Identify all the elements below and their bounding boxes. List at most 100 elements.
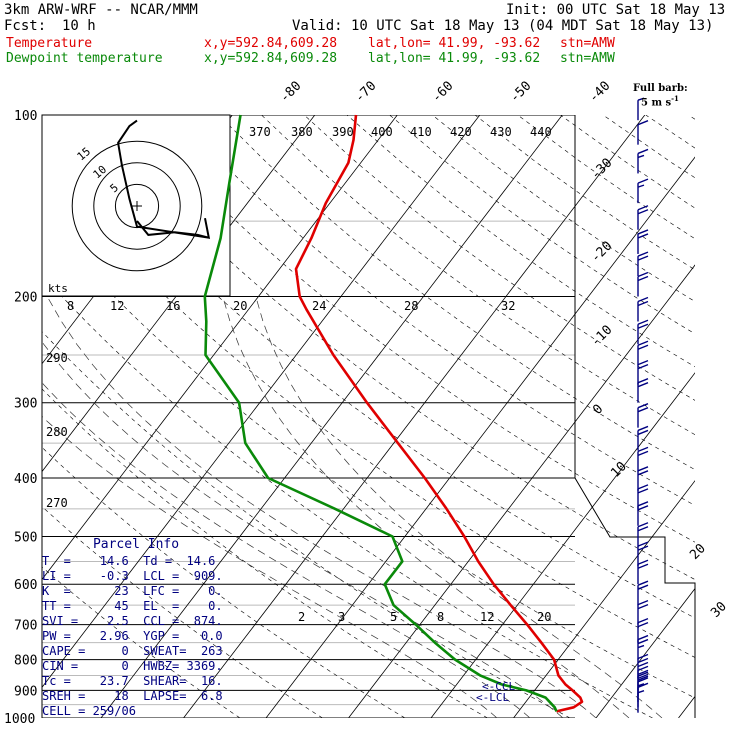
dry-adiabat-line bbox=[218, 115, 695, 471]
wind-barb-half-flag bbox=[637, 154, 645, 159]
wind-barb bbox=[637, 340, 649, 366]
wind-barb-flag bbox=[637, 255, 649, 261]
wind-speed-label: 20 bbox=[233, 299, 247, 313]
wind-barb-half-flag bbox=[637, 683, 645, 687]
parcel-row: T = 14.6 Td = 14.6 bbox=[42, 554, 216, 568]
wind-barb-flag bbox=[637, 618, 649, 624]
wind-barb-flag bbox=[637, 363, 649, 370]
parcel-row: CAPE = 0 SWEAT= 263 bbox=[42, 644, 223, 658]
wind-barb-flag bbox=[637, 205, 649, 211]
wind-barb-flag bbox=[637, 526, 649, 532]
isotherm-line bbox=[595, 587, 695, 718]
wind-barb-flag bbox=[637, 484, 649, 490]
dry-adiabat-line bbox=[47, 115, 695, 619]
wind-barb bbox=[637, 205, 649, 230]
wind-barb-flag bbox=[637, 657, 649, 664]
dry-adiabat-label: 290 bbox=[46, 351, 68, 365]
parcel-row: CIN = 0 HWBZ= 3369. bbox=[42, 659, 223, 673]
wind-barb-flag bbox=[637, 120, 649, 126]
wind-barb bbox=[637, 403, 649, 428]
wind-barb-flag bbox=[637, 378, 649, 384]
isotherm-label: -30 bbox=[588, 156, 615, 183]
mixing-ratio-label: 8 bbox=[437, 610, 444, 624]
pressure-tick-label: 400 bbox=[14, 472, 37, 487]
dry-adiabat-line bbox=[389, 115, 695, 335]
ccl-annotation: <-CCL bbox=[482, 680, 515, 693]
wind-barb bbox=[637, 296, 649, 322]
wind-barb-flag bbox=[637, 403, 649, 409]
wind-barb-flag bbox=[637, 319, 649, 325]
wind-barb-flag bbox=[637, 622, 649, 628]
hodograph-ring bbox=[93, 162, 181, 250]
dry-adiabat-line bbox=[42, 274, 653, 718]
valid-time: Valid: 10 UTC Sat 18 May 13 (04 MDT Sat … bbox=[292, 18, 714, 34]
moist-adiabat-line bbox=[46, 296, 597, 718]
isotherm-line bbox=[348, 264, 695, 718]
dry-adiabat-line bbox=[303, 115, 695, 401]
wind-barb-half-flag bbox=[637, 97, 645, 101]
wind-barb bbox=[637, 359, 649, 385]
wind-barb bbox=[637, 229, 649, 254]
moist-adiabat-line bbox=[42, 382, 531, 718]
chart-series bbox=[203, 114, 584, 713]
wind-barb bbox=[637, 677, 649, 702]
wind-barb bbox=[637, 251, 649, 277]
forecast-hours: 10 h bbox=[62, 18, 96, 34]
wind-barb-flag bbox=[637, 296, 649, 303]
hodograph-ring bbox=[71, 140, 203, 272]
wind-barb-flag bbox=[637, 671, 649, 677]
header: 3km ARW-WRF -- NCAR/MMM Init: 00 UTC Sat… bbox=[0, 0, 740, 70]
parcel-row: PW = 2.96 YGP = 0.0 bbox=[42, 629, 223, 643]
pressure-tick-label: 300 bbox=[14, 397, 37, 412]
wind-barb-flag bbox=[637, 450, 649, 457]
dry-adiabat-line bbox=[90, 115, 695, 580]
dry-adiabat-label: 280 bbox=[46, 425, 68, 439]
dry-adiabat-line bbox=[432, 115, 695, 302]
wind-barb-flag bbox=[637, 340, 649, 346]
plot-step-border bbox=[574, 477, 696, 718]
wind-barbs bbox=[637, 97, 649, 713]
wind-barb-flag bbox=[637, 559, 649, 565]
dry-adiabat-line bbox=[645, 115, 695, 149]
dry-adiabat-line bbox=[602, 115, 695, 179]
isotherm-line bbox=[430, 372, 695, 718]
full-barb-unit-text: 5 m s bbox=[641, 97, 672, 109]
wind-barb-flag bbox=[637, 344, 649, 350]
theta-label: 390 bbox=[332, 125, 354, 139]
isotherm-line bbox=[678, 695, 695, 718]
wind-barb bbox=[637, 319, 649, 345]
pressure-tick-label: 800 bbox=[14, 654, 37, 669]
dry-adiabat-line bbox=[261, 115, 695, 436]
wind-speed-label: 28 bbox=[404, 299, 418, 313]
wind-barb-flag bbox=[637, 178, 649, 184]
wind-speed-label: 24 bbox=[312, 299, 326, 313]
wind-barb-flag bbox=[637, 673, 649, 680]
isotherm-line bbox=[513, 480, 695, 718]
wind-barb bbox=[637, 97, 645, 121]
wind-barb bbox=[637, 522, 649, 547]
wind-barb-flag bbox=[637, 425, 649, 432]
wind-barb-flag bbox=[637, 300, 649, 307]
isotherm-label: 20 bbox=[687, 541, 709, 563]
parcel-info-panel: Parcel Info T = 14.6 Td = 14.6 LI = -0.3… bbox=[42, 537, 230, 737]
pressure-tick-label: 200 bbox=[14, 291, 37, 306]
dry-adiabat-line bbox=[42, 446, 406, 718]
temperature-stn: stn=AMW bbox=[560, 36, 615, 51]
wind-barb-flag bbox=[637, 580, 649, 586]
wind-barb-flag bbox=[637, 505, 649, 511]
wind-barb-flag bbox=[637, 638, 649, 645]
parcel-row: SVI = 2.5 CCL = 874. bbox=[42, 614, 223, 628]
moist-adiabat-line bbox=[42, 340, 564, 718]
mixing-ratio-label: 20 bbox=[537, 610, 551, 624]
wind-barb-flag bbox=[637, 429, 649, 436]
wind-barb-flag bbox=[637, 233, 649, 239]
pressure-tick-label: 900 bbox=[14, 684, 37, 699]
isotherm-label: 30 bbox=[708, 599, 730, 621]
wind-barb-flag bbox=[637, 501, 649, 507]
wind-barb bbox=[637, 446, 649, 472]
theta-label: 410 bbox=[410, 125, 432, 139]
wind-barb-half-flag bbox=[637, 184, 645, 188]
pressure-tick-label: 700 bbox=[14, 619, 37, 634]
wind-barb-half-flag bbox=[637, 690, 645, 694]
dry-adiabat-line bbox=[42, 566, 241, 718]
